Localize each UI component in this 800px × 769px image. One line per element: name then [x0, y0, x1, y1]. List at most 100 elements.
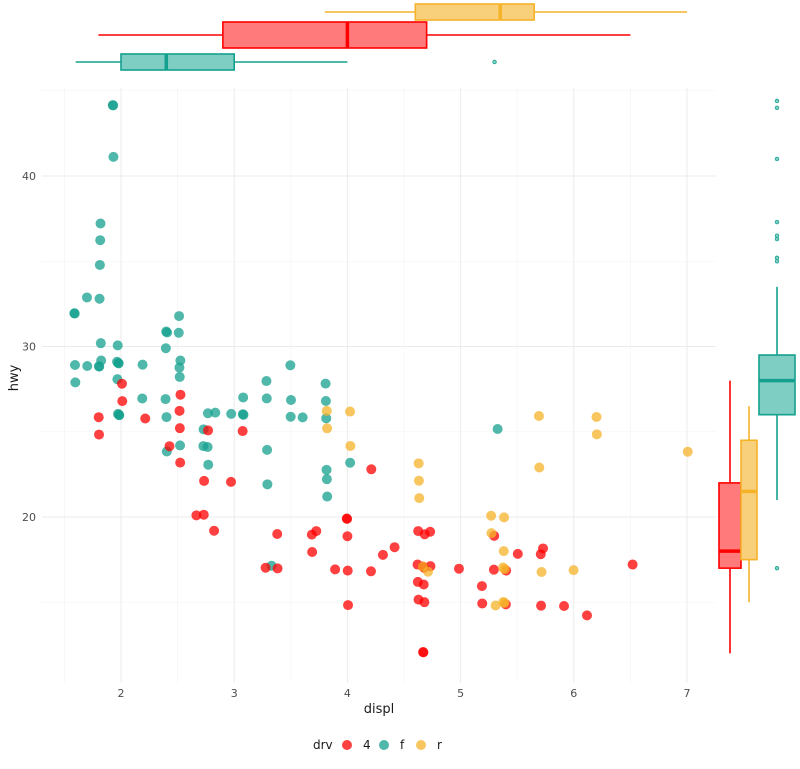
data-point-f	[114, 410, 125, 421]
data-point-f	[320, 378, 331, 389]
data-point-r	[499, 597, 510, 608]
x-tick-label: 5	[457, 687, 464, 700]
data-point-f	[137, 393, 148, 404]
boxplot-outlier-f	[774, 233, 780, 238]
data-point-4	[307, 546, 318, 557]
x-tick-label: 4	[344, 687, 351, 700]
data-point-4	[175, 457, 186, 468]
data-point-f	[174, 311, 185, 322]
data-point-r	[413, 475, 424, 486]
data-point-4	[164, 441, 175, 452]
boxplot-box-4	[222, 21, 428, 49]
boxplot-outlier-f	[774, 565, 780, 571]
data-point-r	[423, 566, 434, 577]
data-point-f	[70, 377, 81, 388]
data-point-4	[174, 405, 185, 416]
data-point-r	[490, 600, 501, 611]
data-point-r	[568, 565, 579, 576]
x-tick-label: 2	[118, 687, 125, 700]
data-point-r	[486, 528, 497, 539]
data-point-4	[537, 543, 548, 554]
legend-key-r	[416, 740, 426, 750]
data-point-r	[499, 564, 510, 575]
data-point-4	[226, 476, 237, 487]
data-point-4	[342, 531, 353, 542]
boxplot-outlier-f	[774, 156, 780, 162]
grid-lines	[42, 88, 716, 683]
data-point-f	[320, 395, 331, 406]
data-point-f	[96, 355, 107, 366]
data-point-f	[112, 340, 123, 351]
y-tick-label: 30	[22, 341, 36, 354]
data-point-4	[93, 412, 104, 423]
data-point-4	[418, 647, 429, 658]
data-point-f	[322, 491, 333, 502]
data-point-4	[237, 426, 248, 437]
legend: drv 4 f r	[313, 738, 442, 752]
data-point-f	[173, 327, 184, 338]
data-point-r	[413, 458, 424, 469]
data-point-4	[191, 510, 202, 521]
data-point-4	[272, 563, 283, 574]
data-point-4	[453, 563, 464, 574]
data-point-f	[70, 360, 81, 371]
data-point-f	[202, 408, 213, 419]
boxplot-outlier-f	[774, 105, 780, 110]
data-point-4	[175, 389, 186, 400]
x-axis-label: displ	[364, 702, 395, 717]
legend-label-4: 4	[363, 738, 371, 752]
data-point-4	[419, 597, 430, 608]
data-point-4	[343, 600, 354, 611]
data-point-f	[492, 423, 503, 434]
data-point-r	[486, 510, 497, 521]
data-point-4	[582, 610, 593, 621]
x-tick-label: 6	[570, 687, 577, 700]
data-point-f	[95, 235, 106, 246]
data-point-f	[345, 457, 356, 468]
data-point-4	[419, 529, 430, 540]
marginal-boxplots-displ	[75, 3, 687, 71]
data-point-4	[140, 413, 151, 424]
data-point-4	[94, 429, 105, 440]
legend-label-f: f	[400, 738, 405, 752]
data-point-4	[342, 513, 353, 524]
boxplot-outlier-f	[492, 59, 497, 65]
data-point-4	[627, 559, 638, 570]
data-point-4	[260, 562, 271, 573]
data-point-f	[160, 394, 171, 405]
data-point-f	[226, 408, 237, 419]
data-point-f	[94, 293, 105, 304]
boxplot-box-r	[414, 3, 535, 21]
data-point-f	[261, 376, 272, 387]
data-point-4	[198, 509, 209, 520]
data-point-4	[476, 581, 487, 592]
data-point-f	[321, 413, 332, 424]
data-point-f	[108, 151, 119, 162]
data-point-f	[82, 360, 93, 371]
data-point-f	[262, 444, 273, 455]
data-point-f	[95, 218, 106, 229]
y-tick-label: 40	[22, 170, 36, 183]
data-point-4	[512, 548, 523, 559]
data-point-f	[162, 327, 173, 338]
data-point-4	[311, 526, 322, 537]
data-point-f	[161, 412, 172, 423]
data-point-f	[285, 411, 296, 422]
legend-key-4	[342, 740, 352, 750]
data-point-4	[377, 549, 388, 560]
data-point-f	[94, 259, 105, 270]
data-point-4	[330, 564, 341, 575]
y-tick-label: 20	[22, 511, 36, 524]
legend-key-f	[379, 740, 389, 750]
x-axis-ticks: 2 3 4 5 6 7	[118, 687, 691, 700]
data-point-r	[533, 411, 544, 422]
data-point-f	[321, 474, 332, 485]
data-point-f	[113, 358, 124, 369]
data-point-4	[488, 564, 499, 575]
x-tick-label: 3	[231, 687, 238, 700]
data-point-4	[477, 598, 488, 609]
data-point-r	[345, 440, 356, 451]
data-point-f	[69, 308, 80, 319]
